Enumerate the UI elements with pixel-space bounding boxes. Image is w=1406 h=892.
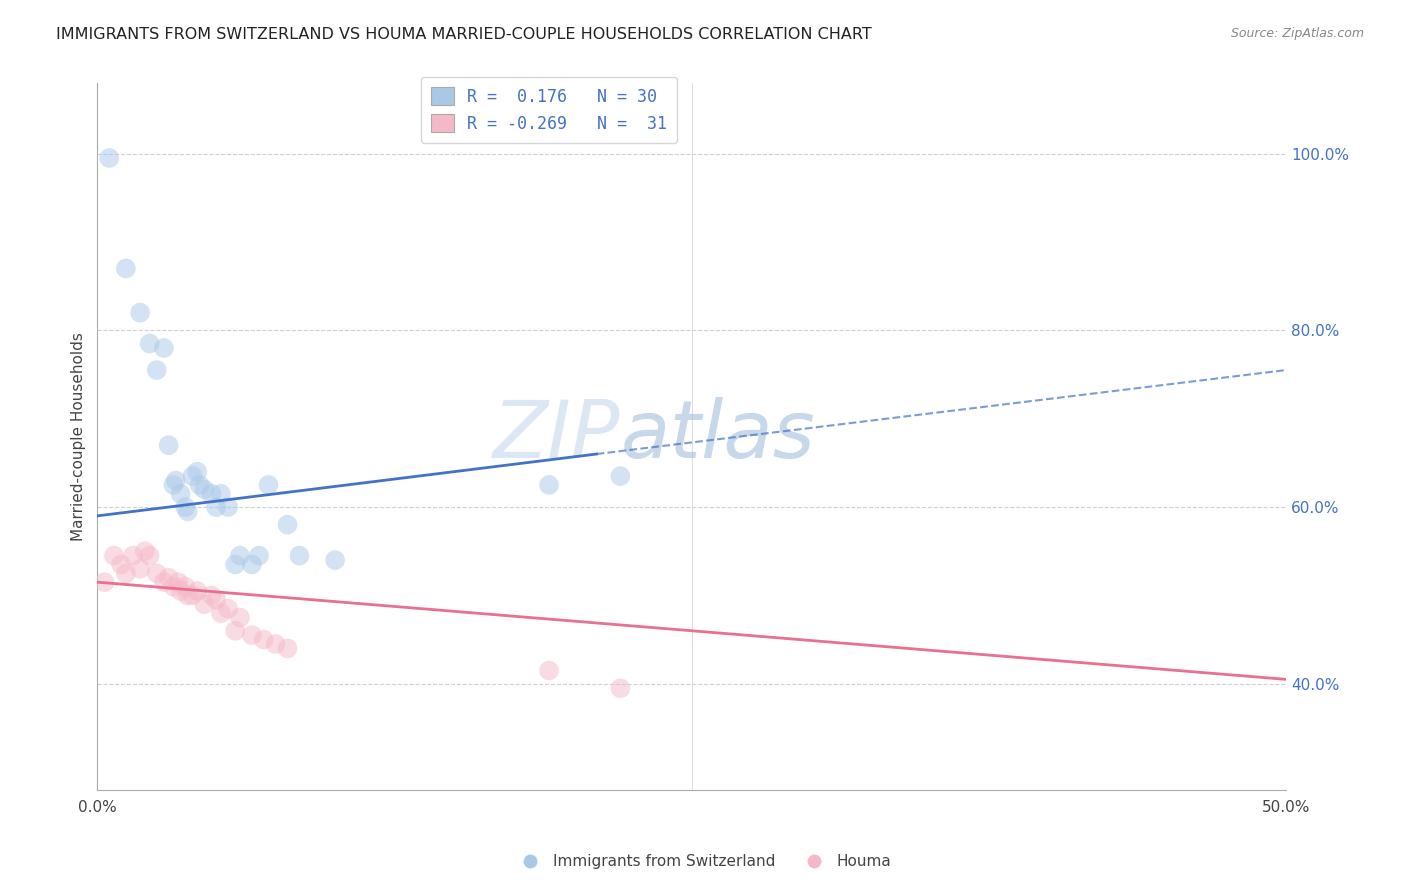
Point	[609, 469, 631, 483]
Point	[157, 438, 180, 452]
Point	[103, 549, 125, 563]
Point	[129, 305, 152, 319]
Point	[153, 341, 176, 355]
Point	[146, 566, 169, 581]
Point	[288, 549, 311, 563]
Point	[157, 571, 180, 585]
Point	[176, 504, 198, 518]
Point	[169, 487, 191, 501]
Point	[115, 566, 138, 581]
Point	[186, 465, 208, 479]
Point	[193, 597, 215, 611]
Point	[186, 584, 208, 599]
Legend: Immigrants from Switzerland, Houma: Immigrants from Switzerland, Houma	[509, 848, 897, 875]
Point	[169, 584, 191, 599]
Y-axis label: Married-couple Households: Married-couple Households	[72, 332, 86, 541]
Point	[217, 500, 239, 514]
Point	[240, 628, 263, 642]
Point	[176, 589, 198, 603]
Point	[257, 478, 280, 492]
Point	[253, 632, 276, 647]
Point	[224, 558, 246, 572]
Point	[537, 478, 560, 492]
Point	[200, 487, 222, 501]
Point	[537, 664, 560, 678]
Point	[609, 681, 631, 696]
Text: atlas: atlas	[620, 397, 815, 475]
Point	[165, 474, 187, 488]
Point	[174, 500, 197, 514]
Point	[129, 562, 152, 576]
Point	[209, 606, 232, 620]
Text: IMMIGRANTS FROM SWITZERLAND VS HOUMA MARRIED-COUPLE HOUSEHOLDS CORRELATION CHART: IMMIGRANTS FROM SWITZERLAND VS HOUMA MAR…	[56, 27, 872, 42]
Point	[323, 553, 346, 567]
Point	[200, 589, 222, 603]
Point	[181, 469, 204, 483]
Point	[146, 363, 169, 377]
Point	[138, 336, 160, 351]
Point	[134, 544, 156, 558]
Point	[217, 601, 239, 615]
Point	[264, 637, 287, 651]
Point	[240, 558, 263, 572]
Text: ZIP: ZIP	[494, 397, 620, 475]
Legend: R =  0.176   N = 30, R = -0.269   N =  31: R = 0.176 N = 30, R = -0.269 N = 31	[420, 77, 678, 143]
Point	[162, 580, 184, 594]
Point	[98, 151, 121, 165]
Point	[110, 558, 132, 572]
Point	[205, 500, 228, 514]
Point	[181, 589, 204, 603]
Point	[229, 549, 252, 563]
Point	[229, 610, 252, 624]
Point	[153, 575, 176, 590]
Point	[193, 483, 215, 497]
Point	[167, 575, 190, 590]
Point	[224, 624, 246, 638]
Point	[247, 549, 270, 563]
Point	[205, 592, 228, 607]
Point	[162, 478, 184, 492]
Point	[138, 549, 160, 563]
Point	[174, 580, 197, 594]
Point	[188, 478, 211, 492]
Point	[122, 549, 145, 563]
Point	[115, 261, 138, 276]
Point	[277, 517, 299, 532]
Point	[277, 641, 299, 656]
Text: Source: ZipAtlas.com: Source: ZipAtlas.com	[1230, 27, 1364, 40]
Point	[93, 575, 115, 590]
Point	[209, 487, 232, 501]
